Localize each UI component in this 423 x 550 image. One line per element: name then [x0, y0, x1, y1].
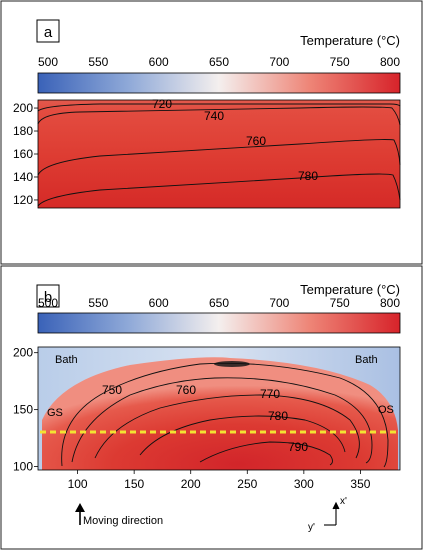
gs-label: GS	[47, 407, 63, 419]
panel-b-heatmap	[42, 357, 398, 470]
contour-label: 750	[102, 383, 122, 397]
panel-b-label: b	[44, 289, 52, 306]
contour-label: 720	[152, 97, 172, 111]
panel-a-colorbar	[37, 72, 401, 94]
colorbar-tick-label: 700	[269, 55, 289, 69]
contour-label: 770	[260, 387, 280, 401]
contour-label: 780	[268, 409, 288, 423]
panel-a-label: a	[44, 24, 53, 41]
y-tick-label: 180	[13, 124, 33, 138]
x-tick-label: 200	[181, 477, 201, 491]
colorbar-tick-label: 650	[209, 296, 229, 310]
colorbar-tick-label: 700	[269, 296, 289, 310]
x-tick-label: 150	[124, 477, 144, 491]
y-tick-label: 160	[13, 147, 33, 161]
panel-a-label-box	[36, 19, 60, 43]
colorbar-tick-label: 650	[209, 55, 229, 69]
contour-label: 780	[298, 169, 318, 183]
contour-b-780	[139, 415, 346, 456]
panel-b-colorbar-ticks: 500 550 600 650 700 750 800	[38, 296, 400, 310]
moving-direction-arrow-icon	[75, 503, 85, 525]
colorbar-tick-label: 500	[38, 55, 58, 69]
contour-label: 760	[176, 383, 196, 397]
panel-b-label-box	[36, 284, 60, 308]
x-tick-label: 350	[350, 477, 370, 491]
colorbar-tick-label: 800	[380, 296, 400, 310]
panel-b-colorbar	[37, 312, 401, 334]
panel-a-colorbar-ticks: 500 550 600 650 700 750 800	[38, 55, 400, 69]
panel-b-contours	[61, 362, 389, 468]
bath-right-label: Bath	[355, 354, 378, 366]
contour-label: 760	[246, 134, 266, 148]
contour-a-740	[37, 106, 401, 126]
panel-b-yticks: 200 150 100	[13, 346, 38, 474]
x-tick-label: 250	[237, 477, 257, 491]
panel-a-frame	[0, 0, 423, 265]
coordinate-axes-icon	[324, 501, 340, 526]
panel-b-dark-spot	[214, 361, 250, 367]
panel-a-contours	[37, 103, 401, 207]
panel-a-yticks: 200 180 160 140 120	[13, 101, 38, 207]
y-tick-label: 200	[13, 101, 33, 115]
panel-b-xticks: 100 150 200 250 300 350	[68, 470, 371, 491]
colorbar-tick-label: 550	[88, 296, 108, 310]
y-tick-label: 140	[13, 170, 33, 184]
panel-a-contour-labels: 720 740 760 780	[152, 97, 318, 183]
moving-direction-label: Moving direction	[83, 515, 163, 527]
contour-b-750	[61, 362, 389, 468]
y-tick-label: 200	[13, 346, 33, 360]
contour-a-720	[37, 103, 401, 112]
colorbar-tick-label: 600	[149, 55, 169, 69]
colorbar-tick-label: 500	[38, 296, 58, 310]
x-tick-label: 300	[294, 477, 314, 491]
contour-b-770	[94, 394, 360, 459]
contour-b-760	[71, 377, 373, 464]
panel-a-colorbar-title: Temperature (°C)	[300, 33, 400, 48]
contour-a-760	[37, 139, 401, 176]
contour-a-780	[37, 173, 401, 207]
os-label: OS	[378, 404, 394, 416]
bath-left-label: Bath	[55, 354, 78, 366]
panel-b-contour-labels: 750 760 770 780 790	[102, 383, 308, 454]
panel-b-frame	[0, 265, 423, 550]
colorbar-tick-label: 550	[88, 55, 108, 69]
colorbar-tick-label: 750	[330, 296, 350, 310]
colorbar-tick-label: 750	[330, 55, 350, 69]
y-tick-label: 100	[13, 460, 33, 474]
axis-y-prime-label: y'	[308, 522, 315, 533]
panel-b-colorbar-title: Temperature (°C)	[300, 282, 400, 297]
x-tick-label: 100	[68, 477, 88, 491]
contour-b-790	[199, 441, 333, 466]
axis-x-prime-label: x'	[340, 496, 347, 507]
panel-b-axes	[37, 346, 401, 471]
y-tick-label: 120	[13, 193, 33, 207]
y-tick-label: 150	[13, 403, 33, 417]
contour-label: 740	[204, 109, 224, 123]
colorbar-tick-label: 800	[380, 55, 400, 69]
contour-label: 790	[288, 440, 308, 454]
colorbar-tick-label: 600	[149, 296, 169, 310]
